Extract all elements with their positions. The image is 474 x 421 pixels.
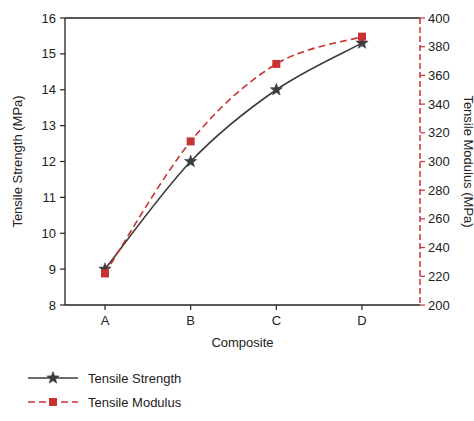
y2-tick-label: 300 [428, 154, 450, 169]
star-marker [47, 372, 59, 384]
x-tick [104, 305, 105, 310]
y2-tick-label: 220 [428, 269, 450, 284]
square-marker [187, 137, 195, 145]
y2-tick [420, 17, 425, 18]
y-tick [60, 197, 65, 198]
y-tick [60, 17, 65, 18]
y2-tick [420, 75, 425, 76]
y2-tick [420, 46, 425, 47]
y2-tick [420, 132, 425, 133]
x-tick-label: A [101, 313, 110, 328]
y2-tick-label: 340 [428, 97, 450, 112]
y2-tick-label: 240 [428, 240, 450, 255]
chart-svg: 8 9 10 11 12 13 14 15 16 200 220 240 260 280 300 320 340… [0, 0, 474, 421]
y2-tick-label: 360 [428, 68, 450, 83]
y2-tick [420, 218, 425, 219]
y2-tick [420, 161, 425, 162]
y2-tick-label: 400 [428, 11, 450, 26]
x-tick-label: B [186, 313, 195, 328]
y2-tick [420, 304, 425, 305]
star-marker [184, 155, 196, 167]
legend-marker [47, 372, 59, 384]
legend-label: Tensile Modulus [88, 395, 182, 410]
square-marker [272, 60, 280, 68]
legend-label: Tensile Strength [88, 371, 181, 386]
series-line [105, 43, 362, 269]
y-tick-label: 10 [42, 226, 56, 241]
x-tick [190, 305, 191, 310]
y-tick [60, 233, 65, 234]
y-axis-label: Tensile Strength (MPa) [10, 95, 25, 227]
square-marker [358, 33, 366, 41]
y-tick [60, 89, 65, 90]
star-marker [270, 83, 282, 95]
x-tick-label: D [357, 313, 366, 328]
x-axis-label: Composite [211, 335, 273, 350]
y2-tick-label: 200 [428, 298, 450, 313]
square-marker [101, 269, 109, 277]
y-tick-label: 16 [42, 11, 56, 26]
series-line [105, 37, 362, 274]
y-tick-label: 8 [49, 298, 56, 313]
x-tick [361, 305, 362, 310]
y-tick [60, 53, 65, 54]
y-tick-label: 9 [49, 262, 56, 277]
y2-tick [420, 190, 425, 191]
y-tick-label: 14 [42, 82, 56, 97]
y-tick-label: 15 [42, 46, 56, 61]
y-tick [60, 161, 65, 162]
y-tick-label: 12 [42, 154, 56, 169]
legend-marker [49, 398, 57, 406]
y2-tick [420, 103, 425, 104]
y2-tick-label: 380 [428, 39, 450, 54]
y2-tick-label: 320 [428, 125, 450, 140]
square-marker [49, 398, 57, 406]
y-tick [60, 125, 65, 126]
y-tick [60, 304, 65, 305]
chart-container: 8 9 10 11 12 13 14 15 16 200 220 240 260 280 300 320 340… [0, 0, 474, 421]
series-group [99, 33, 368, 278]
y-tick [60, 269, 65, 270]
y2-tick [420, 247, 425, 248]
y2-axis-label: Tensile Modulus (MPa) [461, 95, 474, 227]
x-axis-line [65, 304, 420, 305]
top-frame-line [65, 17, 420, 18]
y-tick-label: 11 [43, 190, 57, 205]
y2-tick [420, 276, 425, 277]
y-tick-label: 13 [42, 118, 56, 133]
x-tick [276, 305, 277, 310]
x-tick-label: C [272, 313, 281, 328]
y2-tick-label: 260 [428, 211, 450, 226]
y2-tick-label: 280 [428, 183, 450, 198]
